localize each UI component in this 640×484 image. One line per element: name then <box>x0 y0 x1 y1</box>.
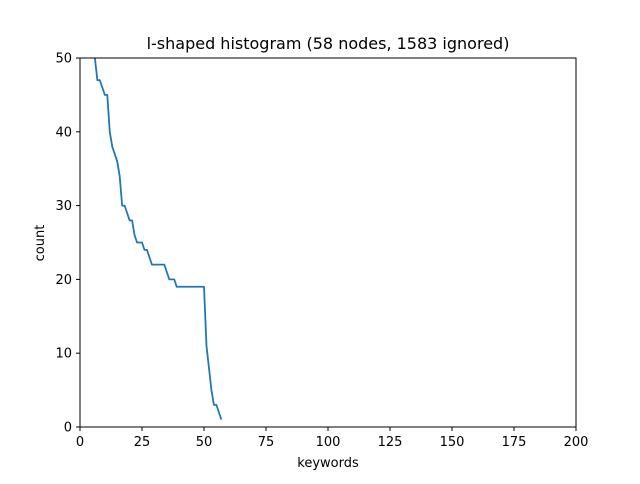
series-layer <box>93 57 223 420</box>
chart-title: l-shaped histogram (58 nodes, 1583 ignor… <box>147 34 510 53</box>
plot-frame <box>79 57 577 428</box>
y-axis-ticks: 0 10 20 30 40 50 <box>55 52 80 436</box>
x-tick-label: 125 <box>378 435 403 450</box>
series-line <box>93 57 223 420</box>
y-tick-label: 40 <box>55 125 72 140</box>
y-tick-label: 50 <box>55 52 72 67</box>
x-tick-label: 175 <box>502 435 527 450</box>
x-axis-ticks: 0 25 50 75 100 125 150 175 200 <box>76 427 589 450</box>
y-axis-label: count <box>33 225 48 262</box>
x-tick-label: 75 <box>258 435 275 450</box>
y-tick-label: 30 <box>55 199 72 214</box>
y-tick-label: 20 <box>55 273 72 288</box>
y-tick-label: 10 <box>55 347 72 362</box>
x-tick-label: 25 <box>134 435 151 450</box>
y-tick-label: 0 <box>64 421 72 436</box>
x-tick-label: 200 <box>564 435 589 450</box>
x-tick-label: 0 <box>76 435 84 450</box>
x-tick-label: 100 <box>316 435 341 450</box>
x-axis-label: keywords <box>297 456 359 471</box>
x-tick-label: 50 <box>196 435 213 450</box>
x-tick-label: 150 <box>440 435 465 450</box>
